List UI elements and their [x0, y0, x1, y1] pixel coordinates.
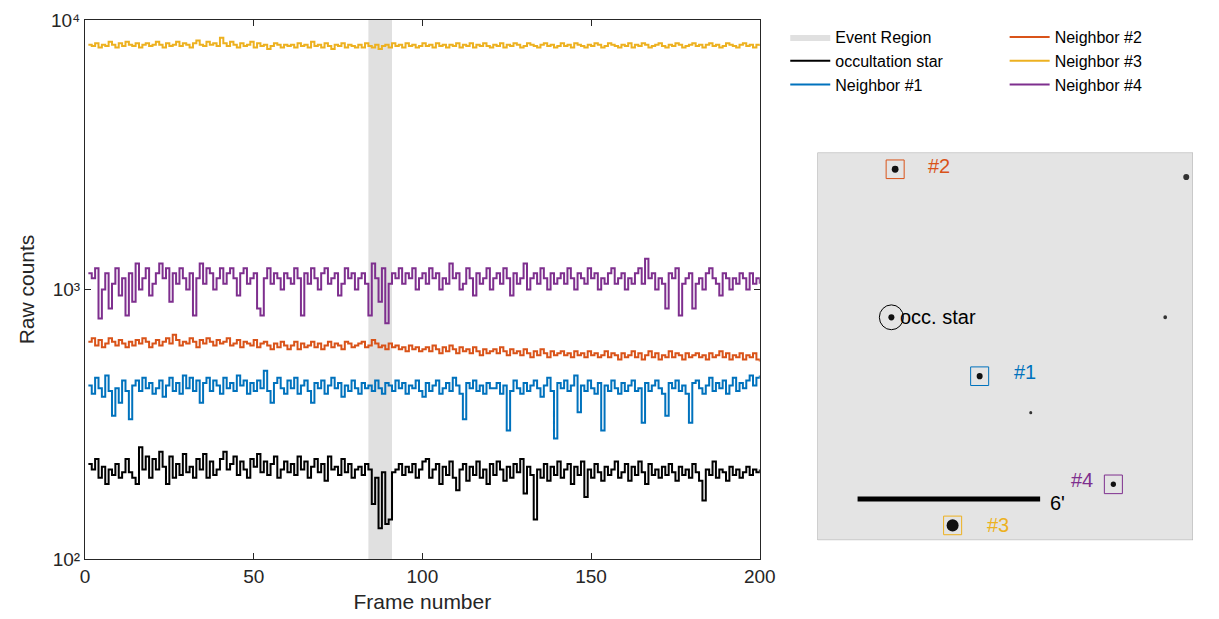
svg-text:10²: 10²: [53, 549, 80, 570]
svg-text:#3: #3: [987, 514, 1009, 536]
svg-text:6': 6': [1050, 492, 1065, 514]
svg-text:#2: #2: [928, 155, 950, 177]
svg-text:Neighbor #1: Neighbor #1: [835, 77, 922, 94]
svg-text:#4: #4: [1071, 469, 1093, 491]
svg-text:occultation star: occultation star: [835, 53, 943, 70]
svg-text:10³: 10³: [53, 279, 80, 300]
svg-text:Event Region: Event Region: [835, 29, 931, 46]
svg-text:Frame number: Frame number: [354, 590, 492, 613]
svg-text:Neighbor #4: Neighbor #4: [1055, 77, 1142, 94]
svg-text:Neighbor #2: Neighbor #2: [1055, 29, 1142, 46]
svg-text:Raw counts: Raw counts: [15, 235, 38, 345]
svg-text:0: 0: [80, 566, 91, 587]
svg-text:100: 100: [407, 566, 439, 587]
svg-text:200: 200: [744, 566, 776, 587]
svg-text:#1: #1: [1014, 361, 1036, 383]
svg-text:Neighbor #3: Neighbor #3: [1055, 53, 1142, 70]
svg-text:occ. star: occ. star: [900, 306, 976, 328]
svg-text:10⁴: 10⁴: [51, 10, 80, 31]
svg-text:150: 150: [575, 566, 607, 587]
svg-text:50: 50: [243, 566, 264, 587]
